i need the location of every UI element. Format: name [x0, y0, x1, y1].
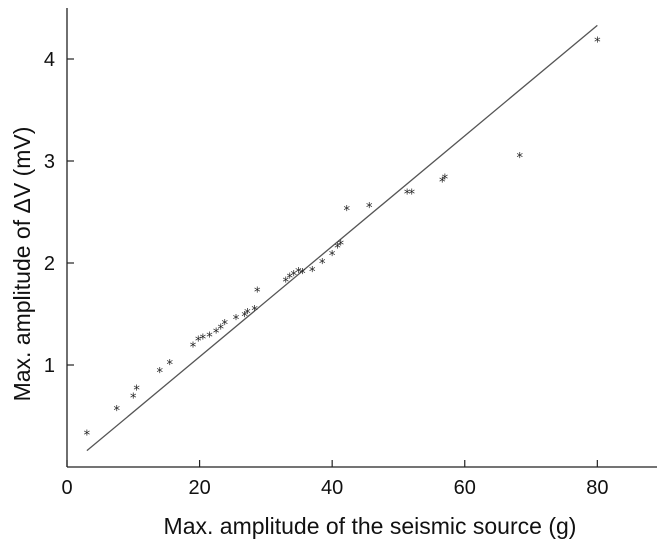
data-points: ********* * *** * ** ******* ****** *******: [84, 36, 601, 444]
data-point: *: [408, 188, 415, 203]
fit-line-group: [86, 24, 598, 452]
data-point: *: [319, 257, 326, 272]
data-point: *: [309, 265, 316, 280]
data-point: *: [84, 428, 91, 443]
data-point: *: [366, 201, 373, 216]
data-point: *: [241, 310, 248, 325]
data-point: *: [195, 335, 202, 350]
data-point: *: [404, 188, 411, 203]
data-point: *: [157, 366, 164, 381]
data-point: *: [517, 151, 524, 166]
data-point: *: [244, 307, 251, 322]
data-point: *: [290, 269, 297, 284]
data-point: *: [206, 330, 213, 345]
data-point: *: [329, 249, 336, 264]
data-point: *: [334, 242, 341, 257]
data-point: *: [299, 267, 306, 282]
x-tick-label: 0: [61, 477, 72, 499]
data-point: *: [200, 332, 207, 347]
data-point: *: [190, 341, 197, 356]
data-point: *: [133, 383, 140, 398]
data-point: *: [254, 286, 261, 301]
data-point: *: [295, 266, 302, 281]
data-point: *: [233, 313, 240, 328]
data-point: *: [113, 404, 120, 419]
data-point: *: [130, 392, 137, 407]
x-axis-title: Max. amplitude of the seismic source (g): [164, 513, 577, 539]
data-point: *: [439, 175, 446, 190]
data-point: *: [283, 275, 290, 290]
data-point: *: [594, 36, 601, 51]
x-tick-labels: 0 20 40 60 80: [61, 477, 608, 499]
x-tick-label: 20: [188, 477, 210, 499]
data-point: *: [251, 304, 258, 319]
data-point: *: [222, 318, 229, 333]
y-axis-title: Max. amplitude of ΔV (mV): [9, 127, 35, 402]
data-point: *: [442, 172, 449, 187]
data-point: *: [338, 239, 345, 254]
x-tick-label: 60: [454, 477, 476, 499]
y-tick-label: 4: [44, 49, 55, 71]
y-tick-labels: 1 2 3 4: [44, 49, 55, 377]
y-tick-label: 3: [44, 151, 55, 173]
fit-line: [86, 24, 598, 452]
data-point: *: [218, 322, 225, 337]
y-tick-label: 2: [44, 253, 55, 275]
data-point: *: [286, 271, 293, 286]
x-tick-label: 40: [321, 477, 343, 499]
tick-marks: [66, 58, 598, 467]
data-point: *: [344, 204, 351, 219]
x-tick-label: 80: [586, 477, 608, 499]
chart-axes: [66, 8, 657, 468]
data-point: *: [167, 358, 174, 373]
y-tick-label: 1: [44, 355, 55, 377]
data-point: *: [213, 326, 220, 341]
